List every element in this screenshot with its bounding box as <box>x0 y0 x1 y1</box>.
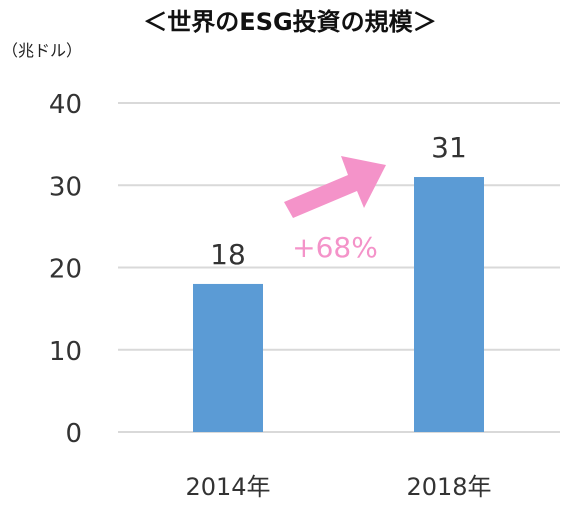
bar <box>414 177 484 432</box>
chart-title: ＜世界のESG投資の規模＞ <box>143 8 436 36</box>
bars <box>193 177 484 432</box>
y-tick-label: 30 <box>49 172 82 202</box>
bar <box>193 283 263 432</box>
growth-annotation: +68% <box>292 231 378 264</box>
growth-arrow-icon <box>284 156 386 218</box>
y-tick-label: 40 <box>49 90 82 120</box>
y-axis-ticks: 0 10 20 30 40 <box>49 90 82 449</box>
y-tick-label: 0 <box>65 419 82 449</box>
unit-label: （兆ドル） <box>2 41 82 60</box>
x-tick-label: 2014年 <box>185 473 270 501</box>
y-tick-label: 10 <box>49 337 82 367</box>
data-label: 18 <box>210 238 246 271</box>
y-tick-label: 20 <box>49 255 82 285</box>
x-tick-label: 2018年 <box>406 473 491 501</box>
x-axis-ticks: 2014年 2018年 <box>185 473 491 501</box>
data-label: 31 <box>431 131 467 164</box>
gridlines <box>118 102 560 433</box>
